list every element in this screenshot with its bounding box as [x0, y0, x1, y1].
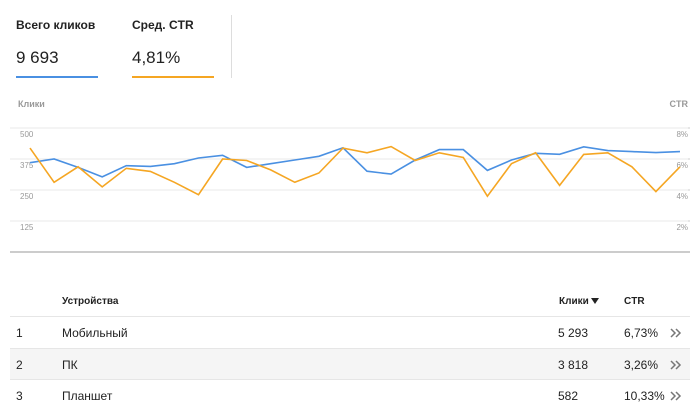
table-cell: 3	[16, 389, 23, 403]
y-tick-label: 250	[20, 192, 34, 201]
table-cell: 6,73%	[624, 326, 659, 340]
chart: Клики CTR 125 250 375 500 2% 4% 6% 8%	[10, 99, 690, 253]
table-cell: 3,26%	[624, 357, 659, 372]
series-line	[29, 145, 681, 198]
table-cell: 10,33%	[624, 389, 665, 403]
y2-axis-label: CTR	[670, 99, 689, 109]
table-row[interactable]: 1 Мобильный 5 293 6,73%	[10, 316, 690, 348]
series-line	[29, 145, 681, 178]
expand-icon[interactable]	[670, 359, 682, 370]
card-value: 4,81%	[132, 48, 181, 67]
column-header[interactable]: Клики	[559, 296, 599, 307]
y2-tick-label: 6%	[676, 161, 688, 170]
y2-tick-label: 4%	[676, 192, 688, 201]
card-value: 9 693	[16, 48, 59, 67]
column-header: Устройства	[62, 296, 119, 307]
card-label: Всего кликов	[16, 18, 96, 32]
column-header: CTR	[624, 296, 645, 307]
card-underline	[132, 76, 214, 78]
y2-tick-label: 8%	[676, 130, 688, 139]
expand-icon[interactable]	[670, 391, 682, 401]
table-cell: Мобильный	[62, 326, 128, 340]
summary-card[interactable]: Всего кликов 9 693	[16, 0, 98, 82]
y2-tick-label: 2%	[676, 223, 688, 232]
table-cell: 5 293	[558, 326, 589, 340]
expand-icon[interactable]	[670, 328, 682, 338]
y-tick-label: 125	[20, 223, 34, 232]
table-cell: 1	[16, 326, 23, 340]
summary-card[interactable]: Сред. CTR 4,81%	[132, 0, 214, 82]
separator	[231, 15, 232, 78]
y-axis-label: Клики	[18, 99, 45, 109]
table-cell: ПК	[62, 357, 78, 372]
sort-icon	[590, 298, 599, 305]
table-cell: 582	[558, 389, 579, 403]
table-row[interactable]: 3 Планшет 582 10,33%	[10, 379, 690, 411]
card-underline	[16, 76, 98, 78]
y-tick-label: 500	[20, 130, 34, 139]
column-header-text: Клики	[559, 296, 589, 307]
table-cell: 3 818	[558, 357, 589, 372]
table-row[interactable]: 2 ПК 3 818 3,26%	[10, 347, 690, 380]
table-cell: Планшет	[62, 389, 113, 403]
y-tick-label: 375	[20, 161, 34, 170]
table-cell: 2	[16, 357, 23, 372]
card-label: Сред. CTR	[132, 18, 194, 32]
